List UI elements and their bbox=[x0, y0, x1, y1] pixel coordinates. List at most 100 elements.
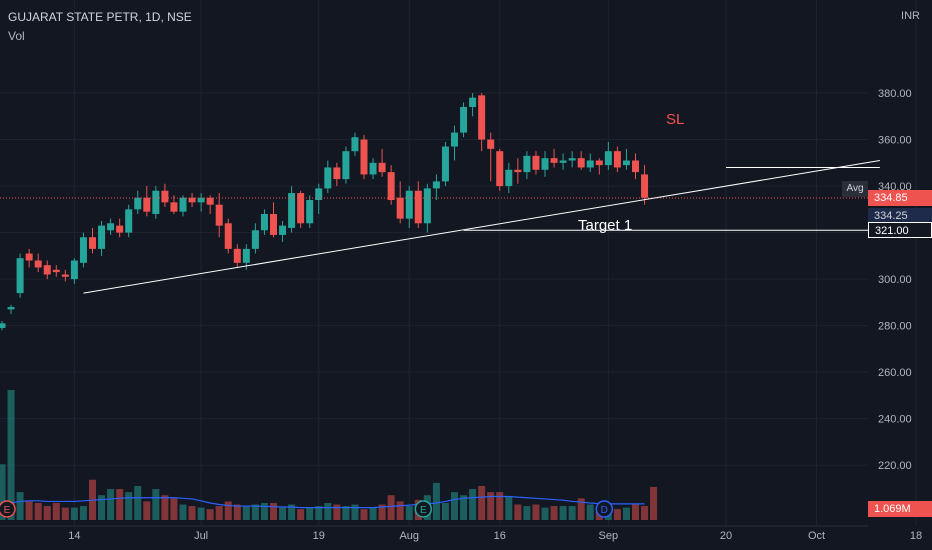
candle-body bbox=[604, 151, 612, 166]
symbol-title[interactable]: GUJARAT STATE PETR, 1D, NSE bbox=[8, 10, 192, 24]
volume-bar bbox=[622, 507, 630, 520]
x-tick-label: Jul bbox=[194, 530, 208, 542]
event-marker[interactable] bbox=[0, 500, 16, 518]
candle-body bbox=[251, 230, 259, 249]
candle-body bbox=[116, 225, 124, 233]
candle-body bbox=[125, 209, 133, 233]
volume-bar bbox=[134, 485, 142, 520]
volume-bar bbox=[487, 492, 495, 520]
x-tick-label: 14 bbox=[68, 530, 80, 542]
candle-body bbox=[586, 160, 594, 168]
candle-body bbox=[550, 158, 558, 163]
price-axis[interactable]: 380.00360.00340.00320.00300.00280.00260.… bbox=[878, 88, 912, 472]
volume-bar bbox=[279, 507, 287, 520]
event-marker-letter: E bbox=[420, 505, 427, 516]
x-tick-label: Oct bbox=[808, 530, 825, 542]
candle-body bbox=[61, 274, 69, 277]
candle-body bbox=[378, 162, 386, 173]
candle-body bbox=[89, 237, 96, 249]
candle-body bbox=[179, 197, 187, 212]
volume-bars bbox=[0, 390, 658, 520]
candle-body bbox=[595, 160, 603, 166]
x-tick-label: 18 bbox=[910, 530, 922, 542]
candle-body bbox=[43, 265, 51, 275]
volume-bar bbox=[541, 507, 549, 520]
volume-bar bbox=[405, 506, 413, 520]
candle-body bbox=[541, 158, 549, 170]
candle-body bbox=[405, 190, 413, 219]
candle-body bbox=[297, 193, 305, 224]
volume-bar bbox=[496, 492, 504, 520]
volume-ma-line bbox=[2, 495, 645, 509]
time-axis[interactable]: 14 Jul 19 Aug 16 Sep 20 Oct 18 bbox=[0, 525, 922, 542]
x-tick-label: 20 bbox=[720, 530, 732, 542]
volume-bar bbox=[568, 506, 576, 520]
candle-body bbox=[34, 260, 42, 268]
candle-body bbox=[288, 193, 296, 228]
avg-price-tag: Avg bbox=[842, 181, 868, 197]
volume-bar bbox=[342, 506, 350, 520]
candle-body bbox=[270, 213, 277, 235]
volume-bar bbox=[34, 502, 42, 520]
currency-label: INR bbox=[901, 10, 920, 22]
volume-bar bbox=[351, 504, 359, 520]
candle-body bbox=[0, 323, 6, 328]
stop-loss-label[interactable]: SL bbox=[666, 111, 685, 128]
event-marker-letter: E bbox=[4, 505, 11, 516]
x-tick-label: Sep bbox=[599, 530, 619, 542]
volume-moving-average bbox=[2, 495, 645, 509]
volume-bar bbox=[441, 502, 449, 520]
candle-body bbox=[215, 204, 223, 226]
candle-body bbox=[143, 197, 151, 212]
volume-bar bbox=[523, 506, 531, 520]
y-tick-label: 360.00 bbox=[878, 135, 912, 147]
candle-body bbox=[460, 106, 468, 133]
support-trendline[interactable] bbox=[83, 159, 880, 294]
event-marker[interactable] bbox=[595, 500, 614, 518]
volume-bar bbox=[0, 464, 6, 520]
y-tick-label: 280.00 bbox=[878, 321, 912, 333]
volume-bar bbox=[61, 507, 69, 520]
volume-bar bbox=[559, 506, 567, 520]
last-price-label: 334.85 bbox=[868, 190, 932, 207]
target-price-label: 321.00 bbox=[868, 222, 932, 239]
volume-bar bbox=[197, 507, 205, 520]
volume-bar bbox=[260, 502, 268, 520]
volume-bar bbox=[233, 504, 241, 520]
volume-bar bbox=[396, 501, 404, 520]
x-tick-label: 16 bbox=[494, 530, 506, 542]
volume-bar bbox=[242, 506, 250, 520]
volume-bar bbox=[170, 498, 178, 520]
volume-bar bbox=[306, 507, 314, 520]
volume-bar bbox=[333, 504, 341, 520]
candle-body bbox=[632, 160, 639, 173]
candle-body bbox=[315, 188, 323, 201]
avg-price-label: 334.25 bbox=[868, 208, 932, 225]
volume-bar bbox=[161, 495, 169, 520]
volume-bar bbox=[297, 509, 305, 520]
candle-body bbox=[496, 151, 504, 187]
volume-bar bbox=[188, 506, 196, 520]
candle-body bbox=[505, 169, 513, 187]
target-label[interactable]: Target 1 bbox=[578, 217, 633, 234]
candle-body bbox=[206, 197, 214, 205]
candle-body bbox=[423, 188, 431, 224]
event-marker[interactable] bbox=[414, 500, 433, 518]
volume-bar bbox=[387, 495, 395, 520]
volume-bar bbox=[460, 495, 468, 520]
chart-drawings[interactable] bbox=[0, 159, 880, 294]
candle-body bbox=[161, 190, 169, 203]
candle-body bbox=[188, 197, 196, 203]
volume-bar bbox=[152, 489, 160, 520]
candle-body bbox=[478, 95, 486, 140]
volume-bar bbox=[505, 496, 513, 520]
candle-body bbox=[107, 223, 115, 231]
volume-bar bbox=[16, 492, 24, 520]
candle-body bbox=[242, 248, 250, 263]
volume-bar bbox=[52, 502, 60, 520]
volume-bar bbox=[586, 504, 594, 520]
candle-body bbox=[523, 155, 531, 173]
volume-indicator-label[interactable]: Vol bbox=[8, 29, 25, 43]
